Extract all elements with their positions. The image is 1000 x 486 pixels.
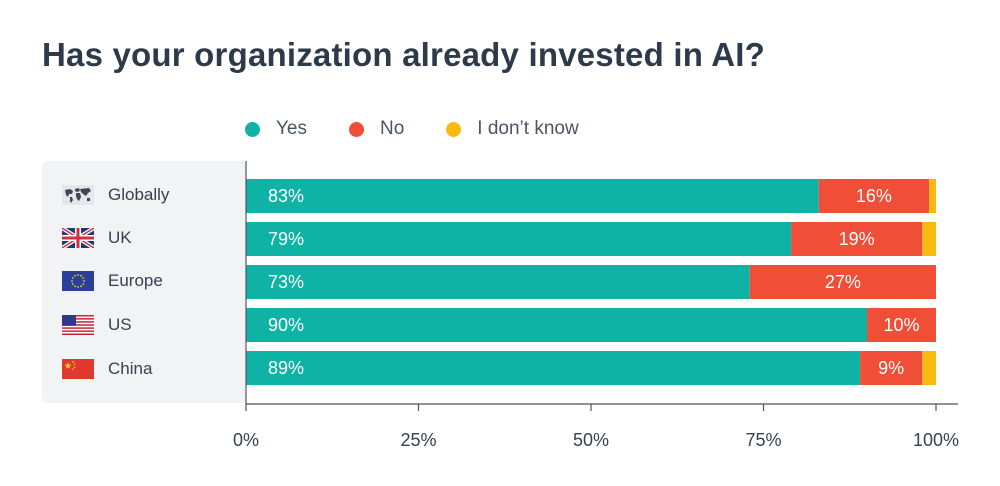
row-text-globally: Globally bbox=[108, 185, 170, 204]
row-label-china: China bbox=[62, 352, 152, 386]
bar-china-no bbox=[860, 351, 923, 385]
row-label-globally: Globally bbox=[62, 178, 169, 212]
x-tick-label-25: 25% bbox=[400, 430, 436, 450]
row-label-uk: UK bbox=[62, 221, 132, 255]
bar-uk-i-don-t-know bbox=[922, 222, 936, 256]
legend: Yes No I don’t know bbox=[245, 116, 621, 142]
legend-dot-no bbox=[349, 121, 364, 137]
legend-label-yes: Yes bbox=[276, 118, 307, 139]
bar-label-globally-yes: 83% bbox=[268, 186, 304, 206]
legend-label-dont-know: I don’t know bbox=[477, 118, 579, 139]
us-flag-icon bbox=[62, 315, 94, 335]
bar-europe-no bbox=[749, 265, 936, 299]
legend-item-yes: Yes bbox=[245, 118, 307, 140]
bar-label-us-no: 10% bbox=[883, 315, 919, 335]
bar-us-yes bbox=[246, 308, 867, 342]
bar-china-i-don-t-know bbox=[922, 351, 936, 385]
chart-title: Has your organization already invested i… bbox=[42, 36, 765, 73]
bar-label-globally-no: 16% bbox=[856, 186, 892, 206]
bar-china-yes bbox=[246, 351, 861, 385]
x-tick-label-50: 50% bbox=[573, 430, 609, 450]
bar-label-uk-no: 19% bbox=[839, 229, 875, 249]
x-tick-label-100: 100% bbox=[913, 430, 959, 450]
legend-dot-yes bbox=[245, 121, 260, 137]
row-text-china: China bbox=[108, 359, 153, 378]
row-text-us: US bbox=[108, 315, 132, 334]
bar-globally-no bbox=[818, 179, 930, 213]
china-flag-icon bbox=[62, 359, 94, 379]
bar-label-europe-no: 27% bbox=[825, 272, 861, 292]
bar-us-no bbox=[867, 308, 936, 342]
bar-globally-i-don-t-know bbox=[929, 179, 936, 213]
legend-item-no: No bbox=[349, 118, 404, 140]
bar-label-china-no: 9% bbox=[878, 358, 904, 378]
row-text-europe: Europe bbox=[108, 271, 163, 290]
uk-flag-icon bbox=[62, 228, 94, 248]
legend-label-no: No bbox=[380, 118, 405, 139]
bar-label-us-yes: 90% bbox=[268, 315, 304, 335]
bar-label-uk-yes: 79% bbox=[268, 229, 304, 249]
bar-europe-yes bbox=[246, 265, 750, 299]
x-tick-label-0: 0% bbox=[233, 430, 259, 450]
bar-label-europe-yes: 73% bbox=[268, 272, 304, 292]
bar-uk-yes bbox=[246, 222, 792, 256]
eu-flag-icon bbox=[62, 271, 94, 291]
bar-globally-yes bbox=[246, 179, 819, 213]
world-map-icon bbox=[62, 185, 94, 205]
row-text-uk: UK bbox=[108, 228, 132, 247]
bar-uk-no bbox=[791, 222, 923, 256]
row-label-us: US bbox=[62, 308, 132, 342]
x-tick-label-75: 75% bbox=[745, 430, 781, 450]
legend-item-dont-know: I don’t know bbox=[446, 118, 579, 140]
legend-dot-dont-know bbox=[446, 121, 462, 137]
bar-label-china-yes: 89% bbox=[268, 358, 304, 378]
row-label-europe: Europe bbox=[62, 264, 163, 298]
